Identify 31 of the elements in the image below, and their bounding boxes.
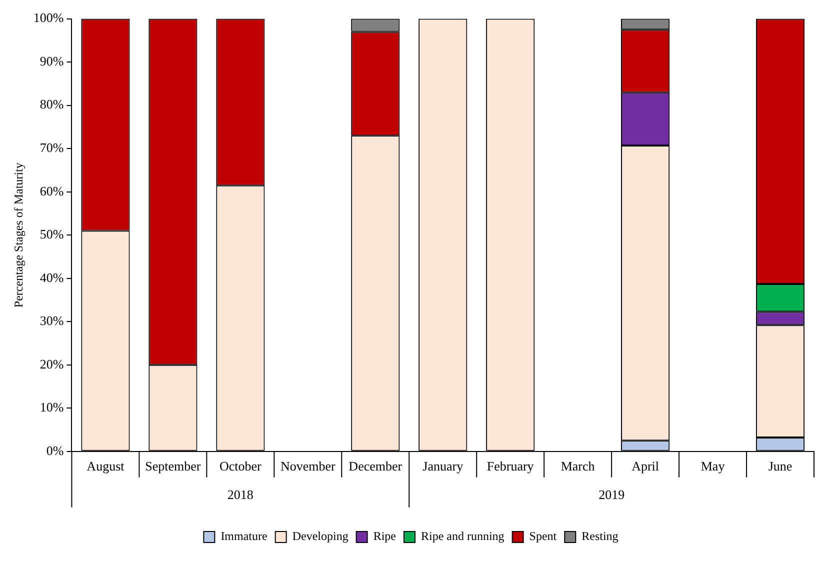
y-axis-title: Percentage Stages of Maturity	[11, 162, 26, 308]
x-tick-label: September	[145, 458, 202, 474]
x-tick-label: April	[632, 458, 660, 474]
legend-label: Developing	[292, 529, 348, 544]
x-tick-label: January	[422, 458, 464, 474]
y-tick-label: 30%	[40, 313, 64, 328]
y-tick-label: 0%	[46, 442, 64, 458]
x-tick-label: June	[768, 458, 792, 474]
x-tick-label: May	[700, 458, 726, 474]
x-tick-label: October	[219, 458, 262, 474]
y-tick-label: 80%	[40, 96, 64, 112]
legend-label: Ripe	[373, 529, 396, 544]
legend-label: Resting	[582, 529, 618, 544]
x-tick-label: November	[280, 458, 336, 474]
y-tick-label: 70%	[40, 140, 64, 155]
text: 2018	[227, 486, 254, 502]
x-tick-label: December	[348, 458, 403, 474]
y-tick-label: 60%	[40, 183, 64, 198]
y-tick-label: 100%	[33, 10, 64, 26]
x-tick-label: February	[486, 458, 534, 474]
y-tick-label: 50%	[40, 226, 64, 242]
x-tick-label: March	[560, 458, 596, 474]
legend-label: Spent	[529, 529, 558, 544]
legend-label: Immature	[220, 529, 268, 544]
x-tick-label: August	[86, 458, 125, 474]
legend-label: Ripe and running	[420, 529, 504, 544]
y-tick-label: 20%	[40, 356, 64, 372]
y-tick-label: 10%	[40, 400, 64, 415]
y-tick-label: 40%	[40, 270, 64, 285]
text: 2019	[598, 486, 625, 502]
y-tick-label: 90%	[40, 53, 64, 68]
